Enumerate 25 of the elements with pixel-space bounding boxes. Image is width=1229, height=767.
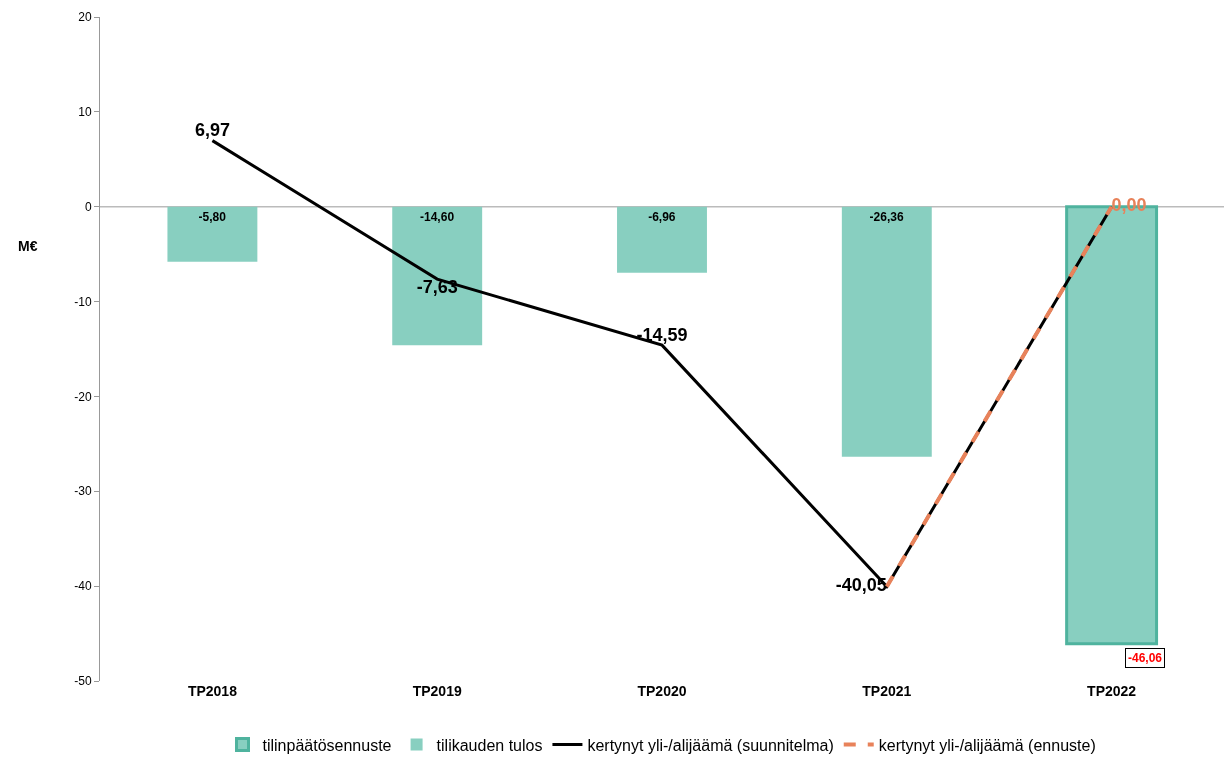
y-tick-label: -10 [74,294,92,309]
x-tick-label: TP2020 [637,683,687,699]
data-label: -14,60 [420,209,455,224]
y-tick-label: -50 [74,674,92,689]
legend-label: tilikauden tulos [436,736,543,754]
x-tick-label: TP2018 [187,683,238,699]
x-tick-label: TP2022 [1087,683,1137,699]
data-label: -5,80 [198,209,227,224]
legend-label: kertynyt yli-/alijäämä (suunnitelma) [587,736,834,754]
y-tick-label: 20 [78,10,92,25]
x-tick-label: TP2019 [412,683,462,699]
data-label: 6,97 [194,120,230,141]
y-tick-label: -20 [74,389,92,404]
data-label: -26,36 [869,209,904,224]
y-tick-label: 10 [78,105,92,120]
legend-label: kertynyt yli-/alijäämä (ennuste) [878,736,1096,754]
legend-label: tilinpäätösennuste [262,736,392,754]
y-tick-label: -30 [74,484,92,499]
data-label: -46,06 [1128,651,1163,665]
data-label: -6,96 [648,209,676,224]
y-tick-label: 0 [84,199,92,214]
y-tick-label: -40 [74,579,92,594]
data-label: -14,59 [636,324,688,345]
x-tick-label: TP2021 [862,683,912,699]
y-axis-title: M€ [18,238,38,254]
